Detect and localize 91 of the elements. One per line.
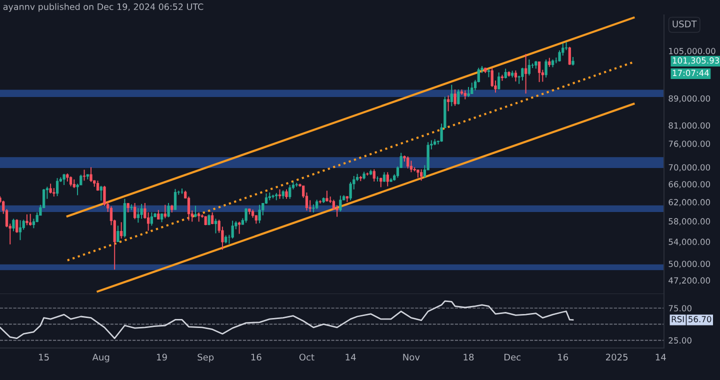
x-tick-label: Aug [92, 354, 110, 362]
y-tick-label: 105,000.00 [669, 48, 716, 56]
y-tick-label: 54,000.00 [668, 238, 710, 246]
candlestick [326, 190, 328, 202]
candlestick [514, 70, 518, 82]
x-tick-label: 16 [251, 354, 262, 361]
candlestick [450, 84, 453, 107]
y-tick-label: 58,000.00 [668, 218, 710, 226]
candlestick [454, 88, 456, 106]
candlestick [312, 204, 315, 213]
candlestick [82, 169, 86, 182]
candlestick [150, 212, 153, 226]
x-tick-label: 18 [464, 354, 474, 361]
candlestick [167, 202, 170, 218]
x-tick-label: 14 [346, 354, 356, 360]
text: 101,305.93 [672, 57, 720, 64]
x-tick-label: Dec [504, 354, 520, 361]
candlestick [164, 204, 166, 219]
candlestick [69, 176, 72, 187]
candlestick [339, 195, 342, 212]
candlestick [214, 218, 218, 234]
text: ayannv published on Dec 19, 2024 06:52 UTC [3, 3, 204, 12]
candlestick [316, 199, 318, 210]
x-tick-label: 15 [39, 354, 49, 361]
candlestick [32, 218, 36, 229]
candlestick [174, 188, 177, 211]
x-tick-label: Nov [403, 354, 420, 361]
candlestick [528, 59, 531, 76]
candlestick [140, 203, 143, 220]
candlestick [446, 94, 450, 112]
line-series [0, 300, 574, 340]
candlestick [498, 72, 500, 90]
candlestick [258, 204, 261, 224]
candlestick [380, 177, 382, 188]
candlestick [238, 221, 241, 234]
candlestick [157, 210, 160, 220]
candlestick [16, 218, 18, 234]
y-tick-label: 76,000.00 [668, 140, 710, 148]
candlestick [382, 172, 386, 182]
y-tick-label: 47,200.00 [668, 277, 710, 284]
candlestick [136, 208, 140, 224]
candlestick [100, 185, 102, 202]
text: 56.70 [688, 316, 712, 322]
candlestick [26, 214, 28, 226]
text: RSI [672, 316, 684, 322]
y-axis-title: USDT [672, 20, 697, 28]
candlestick [568, 46, 571, 66]
x-tick-label: Sep [198, 354, 214, 362]
candlestick [521, 67, 524, 82]
candlestick [285, 188, 288, 200]
candlestick [194, 205, 197, 218]
y-tick-label: 25.00 [668, 337, 692, 344]
candlestick [457, 88, 460, 106]
y-tick-label: 66,000.00 [668, 181, 710, 188]
x-tick-label: 14 [656, 354, 666, 360]
candlestick [467, 86, 470, 98]
candlestick [504, 68, 507, 79]
candlestick [12, 218, 15, 232]
candlestick [62, 173, 66, 186]
candlestick [29, 213, 32, 226]
y-tick-label: 70,000.00 [668, 164, 710, 172]
y-tick-label: 62,000.00 [668, 199, 710, 206]
candlestick [548, 57, 551, 68]
candlestick [410, 160, 413, 173]
candlestick [372, 168, 376, 182]
x-tick-label: Oct [299, 354, 314, 361]
candlestick [386, 172, 389, 187]
candlestick [420, 168, 423, 182]
candlestick [49, 183, 52, 194]
text: 17:07:44 [672, 70, 709, 76]
candlestick [198, 212, 200, 222]
candlestick [116, 225, 120, 242]
candlestick [288, 184, 292, 200]
candlestick [406, 156, 410, 169]
candlestick [244, 208, 248, 224]
y-tick-label: 81,000.00 [668, 122, 710, 130]
candlestick [538, 61, 541, 83]
x-tick-label: 16 [558, 354, 568, 361]
candlestick [56, 178, 59, 197]
x-tick-label: 19 [157, 354, 167, 361]
y-tick-label: 89,000.00 [668, 95, 710, 102]
candlestick [544, 59, 548, 78]
candlestick [18, 220, 22, 241]
candlestick [120, 222, 123, 240]
y-tick-label: 50,000.00 [668, 260, 710, 268]
candlestick [133, 202, 136, 220]
candlestick [470, 82, 474, 94]
candlestick [90, 166, 92, 182]
candlestick [524, 53, 528, 94]
x-tick-label: 2025 [606, 354, 628, 361]
y-tick-label: 75.00 [668, 305, 692, 312]
